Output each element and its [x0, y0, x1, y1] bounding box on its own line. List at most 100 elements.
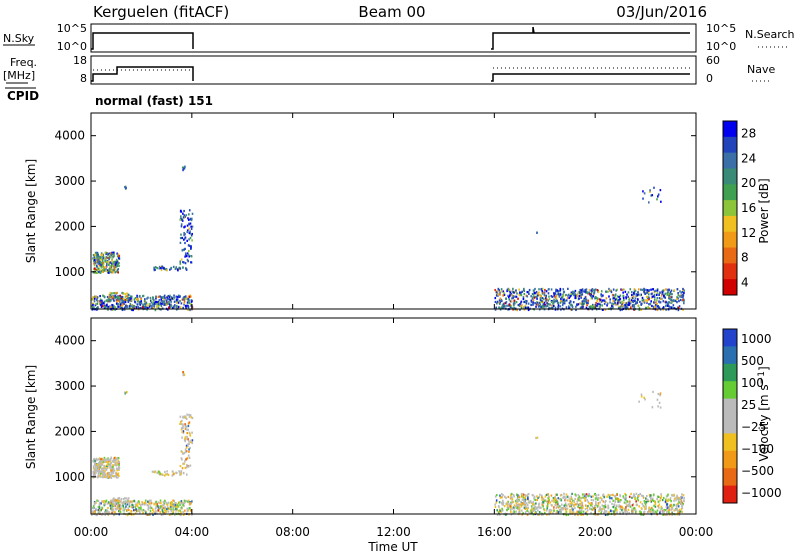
radar-cell: [653, 290, 656, 294]
radar-cell: [553, 506, 555, 509]
radar-cell: [124, 304, 127, 307]
radar-cell: [172, 512, 175, 515]
radar-cell: [615, 297, 618, 300]
radar-cell: [152, 296, 154, 299]
radar-cell: [179, 513, 182, 517]
radar-cell: [101, 468, 104, 471]
radar-cell: [166, 473, 169, 476]
radar-cell: [129, 305, 131, 308]
radar-cell: [136, 300, 139, 303]
radar-cell: [657, 306, 660, 309]
radar-cell: [640, 511, 642, 514]
radar-cell: [629, 505, 632, 508]
radar-cell: [652, 390, 654, 394]
radar-cell: [594, 494, 597, 497]
radar-cell: [95, 260, 98, 263]
radar-cell: [656, 497, 658, 501]
radar-cell: [184, 500, 187, 503]
radar-cell: [186, 413, 188, 416]
radar-cell: [604, 308, 607, 311]
radar-cell: [115, 464, 118, 467]
radar-cell: [537, 509, 539, 512]
radar-cell: [521, 498, 524, 501]
nsky-panel: N.Sky 10^5 10^0 10^5 10^0 N.Search: [3, 22, 795, 53]
radar-cell: [91, 304, 93, 308]
radar-cell: [614, 500, 616, 503]
radar-cell: [528, 288, 531, 292]
radar-cell: [144, 511, 147, 514]
radar-cell: [172, 499, 174, 502]
radar-cell: [649, 190, 651, 193]
radar-cell: [651, 304, 653, 308]
radar-cell: [100, 460, 103, 463]
radar-cell: [137, 297, 139, 300]
radar-cell: [609, 289, 611, 292]
radar-cell: [600, 295, 603, 298]
radar-cell: [633, 290, 636, 293]
radar-cell: [618, 504, 621, 507]
radar-cell: [546, 304, 549, 307]
radar-cell: [549, 303, 551, 306]
radar-cell: [105, 256, 108, 259]
radar-cell: [671, 301, 673, 304]
radar-cell: [101, 304, 104, 308]
radar-cell: [557, 304, 560, 307]
radar-cell: [502, 501, 505, 504]
radar-cell: [502, 303, 505, 306]
radar-cell: [590, 291, 593, 294]
radar-cell: [144, 302, 147, 306]
radar-cell: [621, 300, 623, 303]
radar-cell: [579, 292, 581, 295]
radar-cell: [182, 372, 185, 375]
radar-cell: [511, 496, 513, 499]
radar-cell: [187, 297, 190, 301]
radar-cell: [97, 255, 100, 258]
radar-cell: [185, 255, 188, 258]
radar-cell: [626, 301, 629, 304]
radar-cell: [99, 257, 102, 260]
radar-cell: [676, 306, 679, 309]
radar-cell: [97, 462, 100, 465]
radar-cell: [187, 304, 190, 308]
radar-cell: [109, 503, 112, 506]
radar-cell: [564, 506, 567, 509]
radar-cell: [144, 501, 146, 504]
radar-cell: [187, 217, 189, 220]
radar-cell: [149, 296, 152, 300]
radar-cell: [512, 296, 514, 299]
radar-cell: [139, 511, 141, 514]
radar-cell: [642, 504, 645, 507]
radar-cell: [596, 289, 599, 292]
radar-cell: [612, 300, 615, 303]
radar-cell: [506, 288, 509, 291]
radar-cell: [114, 308, 116, 311]
radar-cell: [151, 306, 153, 309]
radar-cell: [635, 492, 638, 495]
radar-cell: [190, 439, 192, 442]
radar-cell: [508, 294, 511, 297]
radar-cell: [664, 292, 667, 295]
radar-cell: [540, 494, 543, 497]
radar-cell: [100, 269, 103, 273]
radar-cell: [105, 257, 107, 261]
radar-cell: [557, 506, 560, 509]
radar-cell: [675, 504, 678, 507]
y-tick-label: 4000: [54, 334, 85, 348]
radar-cell: [170, 305, 172, 308]
radar-cell: [116, 252, 119, 255]
radar-cell: [499, 494, 501, 497]
radar-cell: [494, 300, 497, 304]
radar-cell: [124, 506, 127, 509]
radar-cell: [105, 459, 107, 462]
radar-cell: [178, 501, 181, 504]
radar-cell: [601, 304, 604, 307]
radar-cell: [647, 296, 650, 299]
radar-cell: [112, 459, 115, 462]
radar-cell: [135, 503, 138, 506]
radar-cell: [646, 291, 648, 294]
radar-cell: [508, 298, 511, 301]
radar-cell: [584, 288, 586, 292]
radar-cell: [110, 266, 113, 269]
radar-cell: [180, 502, 183, 505]
radar-cell: [154, 470, 157, 473]
